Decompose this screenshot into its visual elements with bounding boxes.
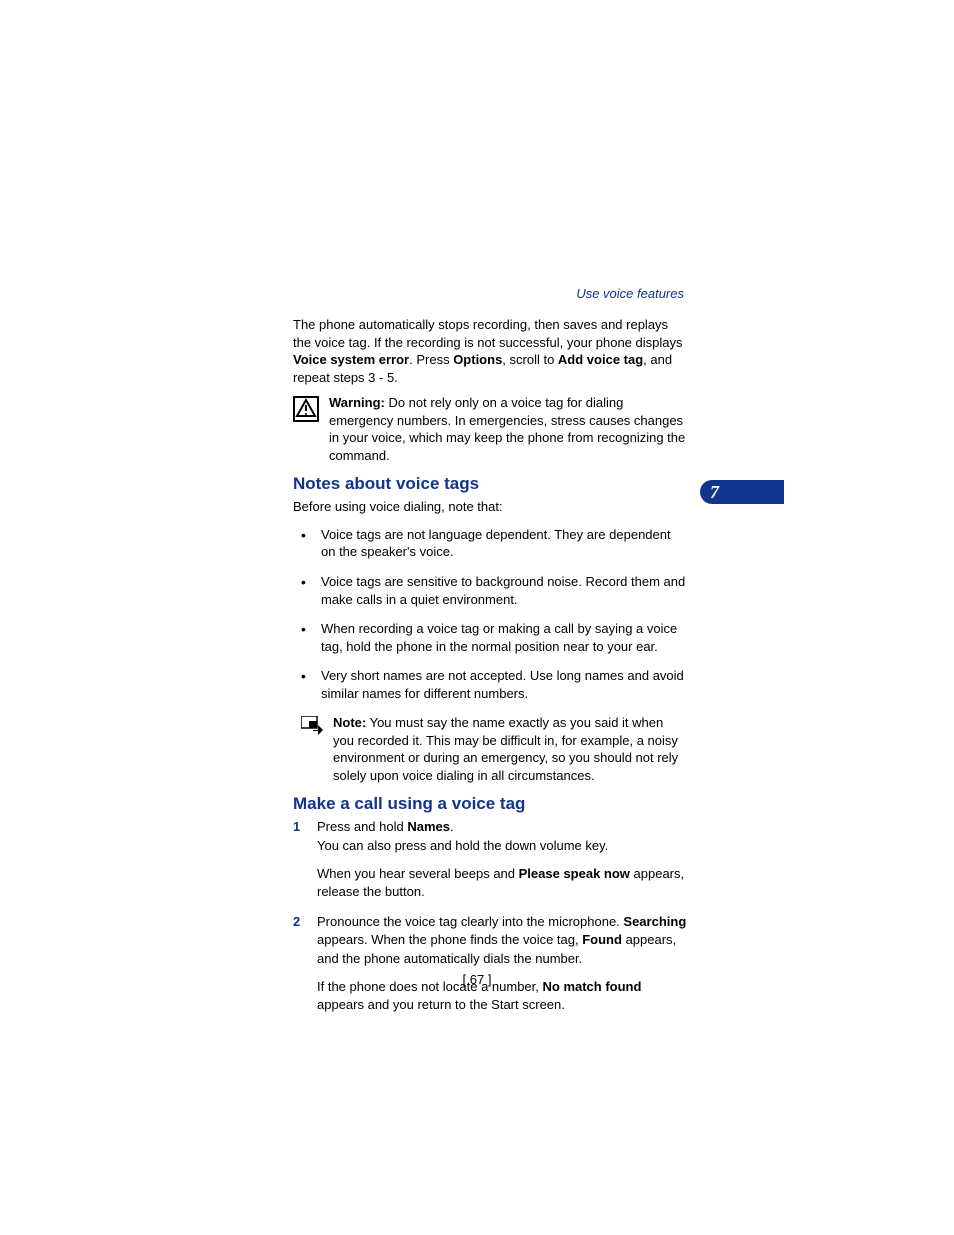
warning-block: Warning: Do not rely only on a voice tag… — [293, 394, 687, 464]
chapter-tab: 7 — [700, 480, 784, 504]
step-item: 2 Pronounce the voice tag clearly into t… — [293, 913, 687, 1014]
bold-term: Voice system error — [293, 352, 409, 367]
bullet-list: Voice tags are not language dependent. T… — [301, 526, 687, 702]
text-run: , scroll to — [502, 352, 558, 367]
text-run: . — [450, 819, 454, 834]
bold-term: Found — [582, 932, 622, 947]
page-content: The phone automatically stops recording,… — [293, 316, 687, 1026]
text-run: appears. When the phone finds the voice … — [317, 932, 582, 947]
document-page: Use voice features 7 The phone automatic… — [0, 0, 954, 1235]
step-item: 1 Press and hold Names. You can also pre… — [293, 818, 687, 901]
list-item: Very short names are not accepted. Use l… — [301, 667, 687, 702]
warning-label: Warning: — [329, 395, 385, 410]
intro-paragraph: The phone automatically stops recording,… — [293, 316, 687, 386]
step-number: 2 — [293, 913, 300, 931]
text-run: Press and hold — [317, 819, 407, 834]
note-label: Note: — [333, 715, 366, 730]
text-run: You can also press and hold the down vol… — [317, 838, 608, 853]
list-item: Voice tags are sensitive to background n… — [301, 573, 687, 608]
bold-term: Add voice tag — [558, 352, 643, 367]
bold-term: Please speak now — [519, 866, 630, 881]
list-item: When recording a voice tag or making a c… — [301, 620, 687, 655]
note-block: Note: You must say the name exactly as y… — [301, 714, 687, 784]
note-icon — [301, 716, 325, 741]
text-run: Pronounce the voice tag clearly into the… — [317, 914, 623, 929]
bold-term: Options — [453, 352, 502, 367]
text-run: You must say the name exactly as you sai… — [333, 715, 678, 783]
list-item: Voice tags are not language dependent. T… — [301, 526, 687, 561]
bold-term: Names — [407, 819, 450, 834]
text-run: When you hear several beeps and — [317, 866, 519, 881]
step-paragraph: Press and hold Names. You can also press… — [317, 818, 687, 854]
bold-term: Searching — [623, 914, 686, 929]
step-paragraph: When you hear several beeps and Please s… — [317, 865, 687, 901]
section-intro: Before using voice dialing, note that: — [293, 498, 687, 516]
step-number: 1 — [293, 818, 300, 836]
text-run: appears and you return to the Start scre… — [317, 997, 565, 1012]
section-heading-make-call: Make a call using a voice tag — [293, 794, 687, 814]
note-text: Note: You must say the name exactly as y… — [333, 714, 687, 784]
warning-icon — [293, 396, 321, 427]
text-run: . Press — [409, 352, 453, 367]
page-number: [ 67 ] — [0, 972, 954, 987]
running-header: Use voice features — [576, 286, 684, 301]
section-heading-notes: Notes about voice tags — [293, 474, 687, 494]
text-run: The phone automatically stops recording,… — [293, 317, 683, 350]
warning-text: Warning: Do not rely only on a voice tag… — [329, 394, 687, 464]
chapter-number: 7 — [710, 482, 719, 503]
step-paragraph: Pronounce the voice tag clearly into the… — [317, 913, 687, 968]
